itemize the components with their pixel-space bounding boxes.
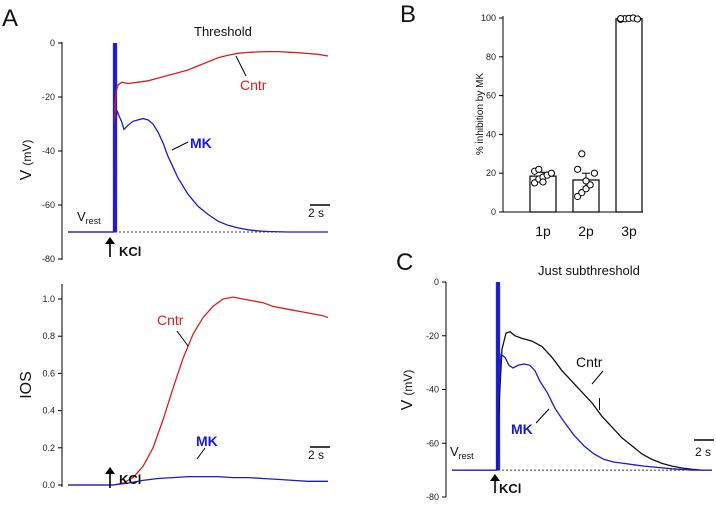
chart-c-scalebar-label: 2 s [695,445,711,459]
chart-c-kcl-marker: KCl [490,474,521,496]
chart-b-ytick-label: 40 [486,129,496,139]
chart-b-data-point [539,178,547,186]
chart-a-top-scalebar: 2 s [308,204,330,220]
chart-a-top-ytick-label: -60 [42,200,55,210]
chart-c-scalebar: 2 s [694,439,714,459]
chart-b-data-point [578,150,586,158]
chart-a-top-cntr-line [68,50,329,233]
chart-c: Just subthreshold 0 -20 -40 -60 -80 V (mV) Vr… [399,263,714,502]
chart-b-data-point [535,165,543,173]
chart-a-bottom-ylabel: IOS [18,371,35,399]
chart-a-top-ytick-label: -80 [42,254,55,264]
chart-a-bottom-ytick-label: 0.0 [42,480,55,490]
panel-label-a: A [2,5,18,32]
chart-a-bottom-kcl-marker: KCl [105,467,141,488]
chart-b-data-point [574,165,582,173]
chart-a-bottom-kcl-arrowhead [105,467,115,474]
chart-a-bottom-ytick-label: 1.0 [42,294,55,304]
chart-b: 0 20 40 60 80 100 % inhibition by MK 1p 2p 3p [475,13,643,239]
chart-c-ytick-label: 0 [434,277,439,287]
chart-a-bottom-ytick-label: 0.2 [42,443,55,453]
chart-c-ylabel-main: V [399,399,416,410]
chart-a-bottom-ytick-label: 0.4 [42,406,55,416]
chart-b-ylabel: % inhibition by MK [475,73,486,156]
chart-b-category-label: 2p [578,223,594,239]
chart-b-ytick-label: 60 [486,91,496,101]
panel-label-c: C [396,249,413,276]
chart-c-ylabel-unit: (mV) [401,370,415,396]
chart-c-kcl-arrowhead [490,474,500,481]
chart-b-data-point [582,177,590,185]
chart-a-top-vrest: Vrest [77,209,101,226]
chart-a-bottom-scalebar: 2 s [308,446,330,462]
chart-a-bottom-ytick-label: 0.8 [42,331,55,341]
chart-b-data-point [617,14,625,23]
chart-a-bottom-scalebar-label: 2 s [308,448,324,462]
chart-a-bottom-kcl-label: KCl [119,472,141,487]
chart-b-data-point [590,169,599,177]
chart-a-bottom: 0.0 0.2 0.4 0.6 0.8 1.0 IOS KCl 2 s Cntr MK [18,284,330,490]
chart-c-mk-leader [535,408,550,424]
chart-a-top-ylabel: V (mV) [18,140,35,181]
chart-a-top-ytick-label: -20 [42,92,55,102]
chart-c-ytick-label: -40 [426,385,439,395]
chart-c-ytick-label: -20 [426,331,439,341]
chart-a-top-scalebar-label: 2 s [308,206,324,220]
panel-label-b: B [400,1,416,28]
chart-a-top-kcl-label: KCl [119,244,141,259]
chart-b-category-label: 1p [535,223,551,239]
chart-a-bottom-cntr-label: Cntr [157,312,184,328]
chart-c-ylabel: V (mV) [399,370,416,411]
chart-a-top-y-ticks: 0 -20 -40 -60 -80 [42,38,62,264]
chart-a-top-kcl-marker: KCl [105,237,141,259]
chart-b-data-point [633,15,642,23]
chart-a-bottom-cntr-leader [176,330,189,347]
chart-c-cntr-label: Cntr [576,354,603,370]
chart-b-ytick-label: 0 [491,207,496,217]
chart-a-bottom-ytick-label: 0.6 [42,368,55,378]
chart-a-top-title: Threshold [194,24,252,39]
chart-a-top-mk-line [68,110,328,233]
chart-c-vrest-sub: rest [459,451,475,461]
chart-a-top: Threshold 0-20-40-60-80 V(mV) Vrest KCl … [18,24,330,264]
chart-a-top-vrest-main: V [77,209,86,224]
chart-c-mk-label: MK [511,421,533,437]
chart-a-top-ytick-label: -40 [42,146,55,156]
chart-c-ytick-label: -80 [426,492,439,502]
chart-a-bottom-mk-label: MK [196,433,218,449]
chart-a-bottom-mk-line [68,475,328,486]
chart-a-top-vrest-sub: rest [86,216,102,226]
chart-a-top-mk-label: MK [190,135,212,151]
chart-a-top-mk-leader [171,141,189,151]
chart-c-vrest: Vrest [450,444,474,461]
chart-c-title: Just subthreshold [538,263,640,278]
chart-a-top-ytick-label: 0 [50,38,55,48]
chart-a-top-kcl-arrowhead [105,237,115,244]
chart-a-top-ylabel-main: V [18,169,35,180]
chart-c-cntr-leader [591,370,604,385]
chart-a-bottom-mk-leader [196,447,206,460]
chart-b-ytick-label: 100 [481,13,496,23]
chart-a-bottom-cntr-line [68,296,329,486]
chart-a-top-ylabel-unit: (mV) [20,140,34,166]
chart-a-top-cntr-leader [235,55,247,77]
chart-c-cntr-line [452,330,712,471]
chart-b-bars: 1p 2p 3p [529,14,643,239]
chart-b-ytick-label: 80 [486,52,496,62]
chart-a-top-cntr-label: Cntr [240,77,267,93]
chart-c-vrest-main: V [450,444,459,459]
chart-c-ytick-label: -60 [426,438,439,448]
chart-c-y-ticks: 0 -20 -40 -60 -80 [426,277,446,502]
chart-b-ytick-label: 20 [486,168,496,178]
chart-b-category-label: 3p [621,223,637,239]
chart-a-bottom-y-ticks: 0.0 0.2 0.4 0.6 0.8 1.0 [42,294,62,490]
chart-b-bar [615,18,643,213]
chart-c-mk-line [452,353,712,471]
chart-b-data-point [547,169,556,177]
chart-c-kcl-label: KCl [499,481,521,496]
chart-b-y-ticks: 0 20 40 60 80 100 [481,13,503,217]
